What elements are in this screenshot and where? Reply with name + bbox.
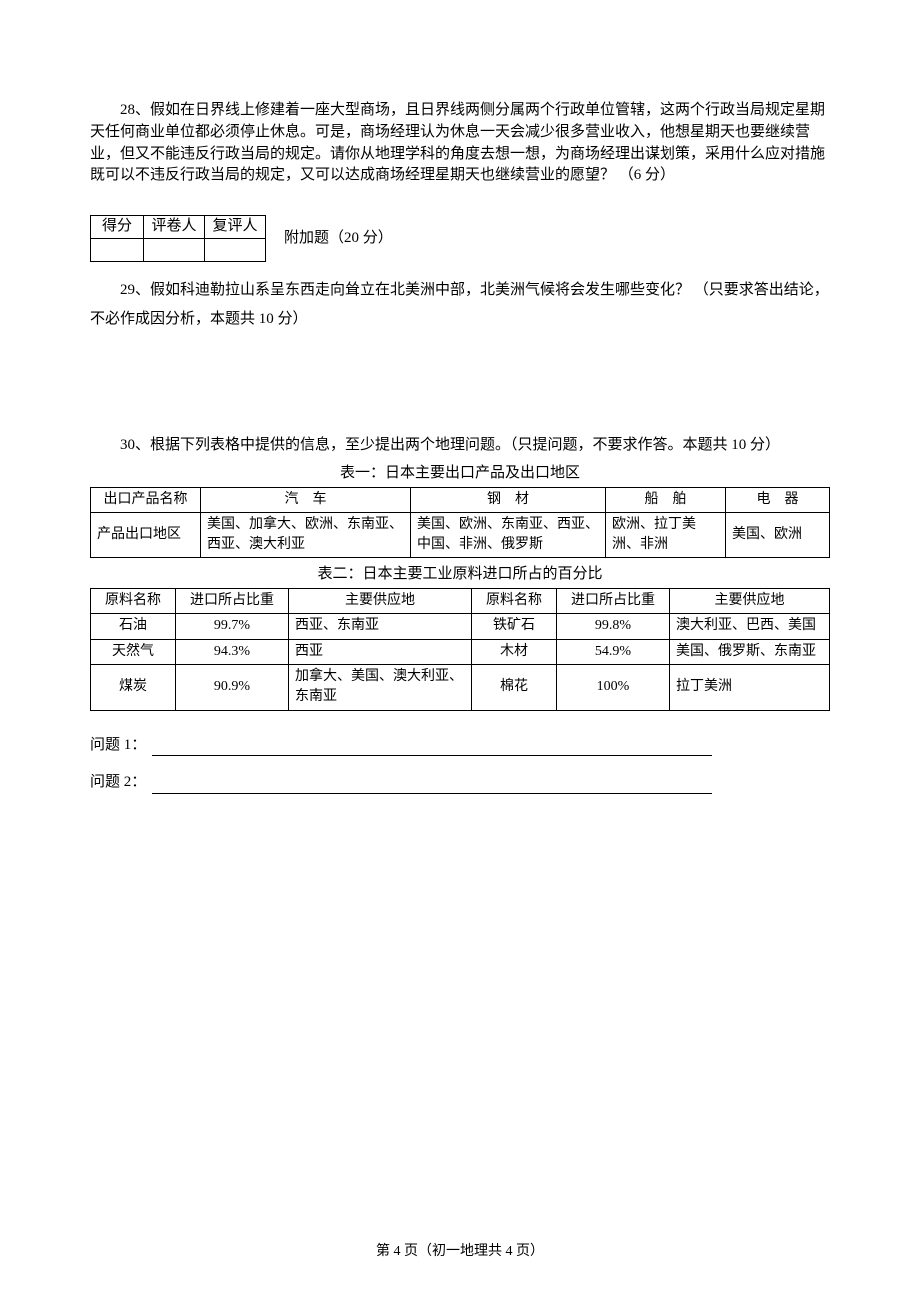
t2-r1c1: 94.3% <box>176 639 289 664</box>
answer-blank-1[interactable] <box>152 739 712 756</box>
question-28: 28、假如在日界线上修建着一座大型商场，且日界线两侧分属两个行政单位管辖，这两个… <box>90 100 830 187</box>
answer-line-1: 问题 1： <box>90 735 830 757</box>
answer-space-29 <box>90 333 830 425</box>
t1-head-0: 汽 车 <box>201 487 411 512</box>
score-cell-grader[interactable] <box>144 239 205 262</box>
t2-r2c2: 加拿大、美国、澳大利亚、东南亚 <box>289 665 472 711</box>
score-header-grader: 评卷人 <box>144 216 205 239</box>
score-table: 得分 评卷人 复评人 <box>90 215 266 262</box>
table1-caption: 表一：日本主要出口产品及出口地区 <box>90 463 830 485</box>
t2-h-1: 进口所占比重 <box>176 589 289 614</box>
question-29: 29、假如科迪勒拉山系呈东西走向耸立在北美洲中部，北美洲气候将会发生哪些变化？ … <box>90 276 830 333</box>
t2-row-2: 煤炭 90.9% 加拿大、美国、澳大利亚、东南亚 棉花 100% 拉丁美洲 <box>91 665 830 711</box>
page: 28、假如在日界线上修建着一座大型商场，且日界线两侧分属两个行政单位管辖，这两个… <box>0 0 920 1302</box>
score-cell-reviewer[interactable] <box>205 239 266 262</box>
t2-r1c0: 天然气 <box>91 639 176 664</box>
score-header-score: 得分 <box>91 216 144 239</box>
answer-blank-2[interactable] <box>152 777 712 794</box>
t2-r2c3: 棉花 <box>472 665 557 711</box>
t2-r0c1: 99.7% <box>176 614 289 639</box>
score-cell-score[interactable] <box>91 239 144 262</box>
t2-r2c4: 100% <box>557 665 670 711</box>
t1-region-0: 美国、加拿大、欧洲、东南亚、西亚、澳大利亚 <box>201 512 411 558</box>
addon-title: 附加题（20 分） <box>284 228 393 250</box>
t1-rowlabel-0: 出口产品名称 <box>91 487 201 512</box>
t2-r2c5: 拉丁美洲 <box>670 665 830 711</box>
t2-r0c2: 西亚、东南亚 <box>289 614 472 639</box>
t1-head-1: 钢 材 <box>411 487 606 512</box>
answer-label-1: 问题 1： <box>90 735 146 757</box>
question-30-intro: 30、根据下列表格中提供的信息，至少提出两个地理问题。（只提问题，不要求作答。本… <box>90 435 830 457</box>
table2-caption: 表二：日本主要工业原料进口所占的百分比 <box>90 564 830 586</box>
answer-label-2: 问题 2： <box>90 772 146 794</box>
t2-h-0: 原料名称 <box>91 589 176 614</box>
t2-r0c0: 石油 <box>91 614 176 639</box>
table-1: 出口产品名称 汽 车 钢 材 船 舶 电 器 产品出口地区 美国、加拿大、欧洲、… <box>90 487 830 559</box>
t1-head-3: 电 器 <box>726 487 830 512</box>
t2-h-4: 进口所占比重 <box>557 589 670 614</box>
t1-region-2: 欧洲、拉丁美洲、非洲 <box>606 512 726 558</box>
t2-h-5: 主要供应地 <box>670 589 830 614</box>
t2-r1c2: 西亚 <box>289 639 472 664</box>
t2-h-2: 主要供应地 <box>289 589 472 614</box>
t2-r1c5: 美国、俄罗斯、东南亚 <box>670 639 830 664</box>
t1-region-1: 美国、欧洲、东南亚、西亚、中国、非洲、俄罗斯 <box>411 512 606 558</box>
score-row: 得分 评卷人 复评人 附加题（20 分） <box>90 215 830 262</box>
t1-region-3: 美国、欧洲 <box>726 512 830 558</box>
t2-row-0: 石油 99.7% 西亚、东南亚 铁矿石 99.8% 澳大利亚、巴西、美国 <box>91 614 830 639</box>
page-footer: 第 4 页（初一地理共 4 页） <box>0 1242 920 1262</box>
t2-r2c1: 90.9% <box>176 665 289 711</box>
t2-row-1: 天然气 94.3% 西亚 木材 54.9% 美国、俄罗斯、东南亚 <box>91 639 830 664</box>
t2-r1c3: 木材 <box>472 639 557 664</box>
t1-head-2: 船 舶 <box>606 487 726 512</box>
t2-r0c5: 澳大利亚、巴西、美国 <box>670 614 830 639</box>
t2-r0c4: 99.8% <box>557 614 670 639</box>
t2-h-3: 原料名称 <box>472 589 557 614</box>
t2-r2c0: 煤炭 <box>91 665 176 711</box>
answer-line-2: 问题 2： <box>90 772 830 794</box>
t1-rowlabel-1: 产品出口地区 <box>91 512 201 558</box>
t2-r0c3: 铁矿石 <box>472 614 557 639</box>
t2-r1c4: 54.9% <box>557 639 670 664</box>
score-header-reviewer: 复评人 <box>205 216 266 239</box>
table-2: 原料名称 进口所占比重 主要供应地 原料名称 进口所占比重 主要供应地 石油 9… <box>90 588 830 710</box>
